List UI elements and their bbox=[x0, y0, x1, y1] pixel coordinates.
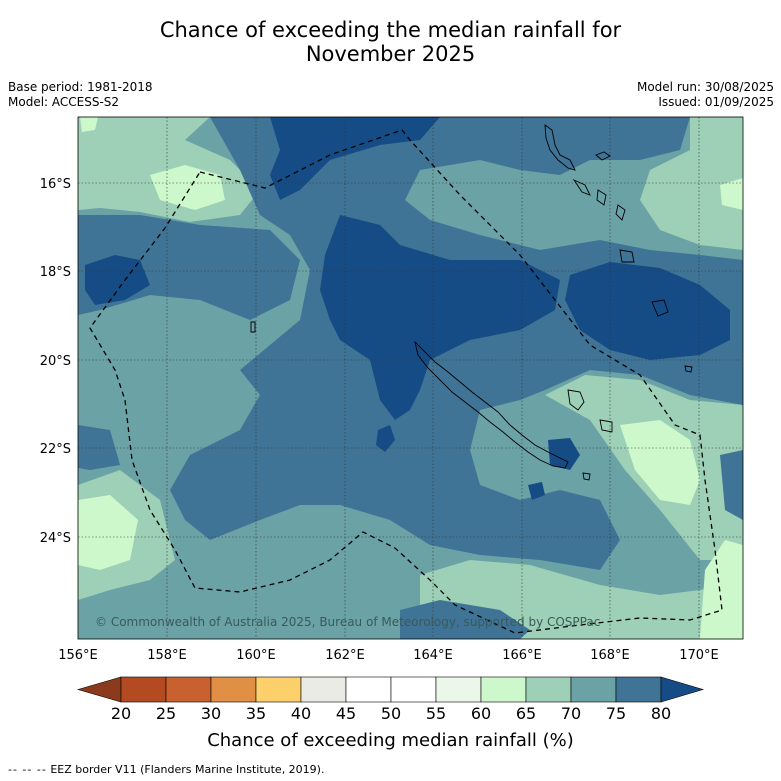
colorbar-tick-label: 40 bbox=[291, 704, 311, 723]
lon-label: 158°E bbox=[147, 648, 187, 663]
colorbar-segment bbox=[480, 676, 527, 703]
colorbar-tick-label: 65 bbox=[516, 704, 536, 723]
lat-label: 24°S bbox=[40, 531, 71, 546]
colorbar-segment bbox=[615, 676, 662, 703]
colorbar: 20 25 30 35 40 45 50 55 60 65 70 75 80 bbox=[76, 676, 705, 723]
colorbar-extend-high bbox=[660, 676, 705, 703]
colorbar-tick-label: 35 bbox=[246, 704, 266, 723]
region-75-80-right-edge bbox=[720, 450, 743, 520]
coastlines bbox=[250, 124, 693, 481]
region-gt80-newcal bbox=[548, 438, 580, 470]
meta-left: Base period: 1981-2018 Model: ACCESS-S2 bbox=[8, 80, 153, 110]
colorbar-tick-label: 20 bbox=[111, 704, 131, 723]
lon-label: 162°E bbox=[325, 648, 365, 663]
lon-label: 170°E bbox=[679, 648, 719, 663]
title-line-1: Chance of exceeding the median rainfall … bbox=[159, 18, 622, 42]
island-east-1 bbox=[651, 299, 669, 317]
vanuatu-island-4 bbox=[596, 189, 607, 206]
colorbar-tick-label: 30 bbox=[201, 704, 221, 723]
region-60-65-northeast bbox=[720, 178, 743, 210]
new-caledonia-coast bbox=[414, 340, 569, 469]
colorbar-title: Chance of exceeding median rainfall (%) bbox=[207, 730, 574, 751]
vanuatu-island-1 bbox=[544, 124, 576, 171]
region-gt80-small bbox=[528, 482, 545, 500]
island-west-reef bbox=[250, 321, 256, 333]
lat-label: 22°S bbox=[40, 442, 71, 457]
colorbar-segment bbox=[525, 676, 572, 703]
region-gt80-dot-south bbox=[376, 425, 395, 452]
lon-label: 156°E bbox=[58, 648, 98, 663]
colorbar-segment bbox=[390, 676, 437, 703]
eez-legend-text: EEZ border V11 (Flanders Marine Institut… bbox=[50, 763, 325, 776]
colorbar-tick-label: 55 bbox=[426, 704, 446, 723]
map-frame bbox=[77, 116, 744, 640]
region-gt80-north bbox=[270, 117, 440, 200]
base-period: Base period: 1981-2018 bbox=[8, 80, 153, 94]
map-title: Chance of exceeding the median rainfall … bbox=[0, 18, 781, 66]
eez-dash-sample: -- -- -- bbox=[8, 763, 47, 776]
colorbar-segment bbox=[120, 676, 167, 703]
longitude-labels: 156°E 158°E 160°E 162°E 164°E 166°E 168°… bbox=[58, 648, 719, 663]
vanuatu-island-6 bbox=[619, 249, 635, 263]
lat-label: 20°S bbox=[40, 354, 71, 369]
vanuatu-island-2 bbox=[595, 151, 611, 161]
issued-date: Issued: 01/09/2025 bbox=[658, 95, 774, 109]
colorbar-segment bbox=[300, 676, 347, 703]
island-isle-pines bbox=[582, 472, 591, 481]
colorbar-extend-low bbox=[76, 676, 122, 703]
region-65-70-northeast bbox=[640, 117, 743, 250]
colorbar-segment bbox=[255, 676, 302, 703]
colorbar-tick-label: 25 bbox=[156, 704, 176, 723]
lon-label: 166°E bbox=[502, 648, 542, 663]
colorbar-tick-label: 80 bbox=[651, 704, 671, 723]
region-60-65-east bbox=[620, 420, 700, 505]
colorbar-tick-label: 75 bbox=[606, 704, 626, 723]
region-gt80-west bbox=[85, 255, 150, 305]
eez-border bbox=[89, 129, 723, 634]
loyalty-island-2 bbox=[599, 419, 613, 433]
colorbar-segment bbox=[345, 676, 392, 703]
region-gt80-center bbox=[320, 215, 560, 420]
colorbar-tick-label: 60 bbox=[471, 704, 491, 723]
vanuatu-island-3 bbox=[572, 178, 591, 196]
colorbar-segment bbox=[210, 676, 257, 703]
lon-label: 168°E bbox=[590, 648, 630, 663]
lon-label: 164°E bbox=[413, 648, 453, 663]
colorbar-segment bbox=[165, 676, 212, 703]
graticule bbox=[78, 117, 743, 639]
colorbar-tick-label: 50 bbox=[381, 704, 401, 723]
map-field bbox=[78, 117, 743, 639]
region-75-80-left-south bbox=[78, 425, 120, 470]
vanuatu-island-5 bbox=[615, 204, 626, 221]
latitude-labels: 16°S 18°S 20°S 22°S 24°S bbox=[40, 177, 71, 546]
loyalty-islands bbox=[567, 389, 585, 411]
title-line-2: November 2025 bbox=[305, 42, 476, 66]
copyright-text: © Commonwealth of Australia 2025, Bureau… bbox=[95, 615, 600, 629]
lat-label: 18°S bbox=[40, 265, 71, 280]
region-60-65-north bbox=[150, 165, 225, 210]
region-60-65-southeast bbox=[700, 540, 743, 639]
region-gt80-east bbox=[565, 262, 730, 360]
island-east-2 bbox=[684, 365, 693, 373]
footer-legend: -- -- -- EEZ border V11 (Flanders Marine… bbox=[8, 763, 324, 776]
lon-label: 160°E bbox=[236, 648, 276, 663]
region-60-65-topleft bbox=[80, 117, 98, 132]
region-75-80-bottom bbox=[400, 600, 530, 639]
colorbar-segment bbox=[570, 676, 617, 703]
colorbar-tick-label: 70 bbox=[561, 704, 581, 723]
lat-label: 16°S bbox=[40, 177, 71, 192]
model-name: Model: ACCESS-S2 bbox=[8, 95, 120, 109]
meta-right: Model run: 30/08/2025 Issued: 01/09/2025 bbox=[637, 80, 774, 110]
region-60-65-southwest bbox=[78, 495, 138, 570]
model-run: Model run: 30/08/2025 bbox=[636, 80, 774, 94]
colorbar-tick-label: 45 bbox=[336, 704, 356, 723]
colorbar-segment bbox=[435, 676, 482, 703]
